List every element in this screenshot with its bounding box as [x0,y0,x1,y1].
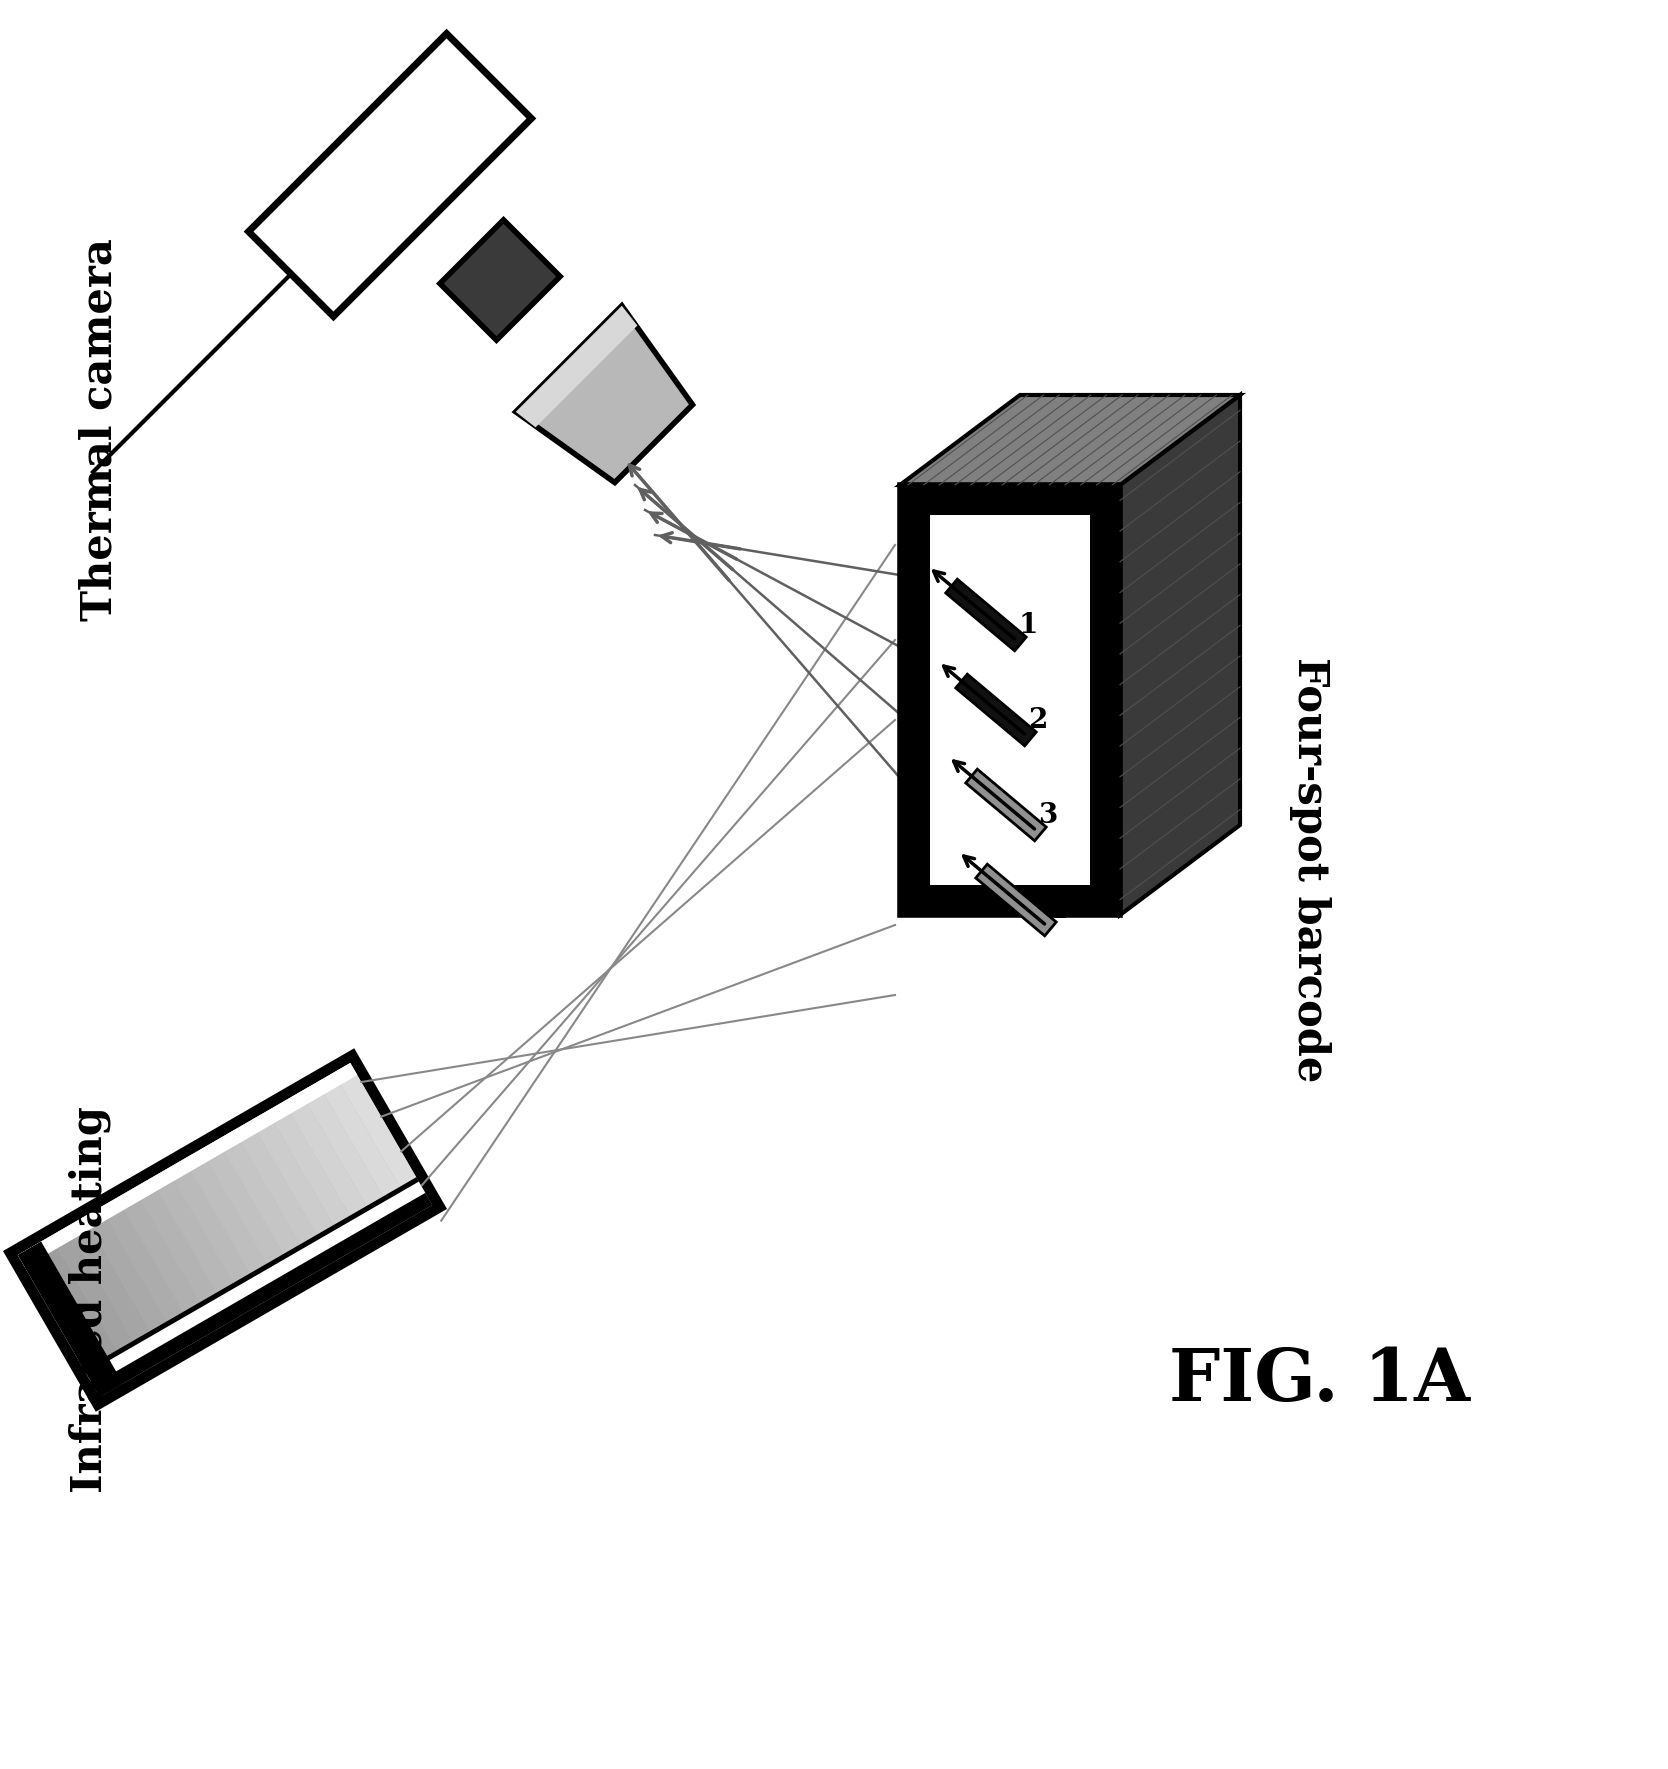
Polygon shape [68,1217,150,1341]
Polygon shape [18,1063,432,1398]
Polygon shape [18,1063,357,1267]
Polygon shape [267,1102,350,1226]
Polygon shape [956,674,1036,747]
Polygon shape [167,1159,250,1283]
Polygon shape [100,1198,183,1321]
Polygon shape [515,306,637,428]
Polygon shape [901,394,1239,485]
Polygon shape [966,770,1046,840]
Polygon shape [52,1226,133,1350]
Text: 3: 3 [1039,801,1058,828]
Text: Infrared heating: Infrared heating [68,1107,112,1493]
Polygon shape [317,1072,400,1196]
Polygon shape [35,1237,117,1360]
Text: 1: 1 [1017,612,1037,639]
Polygon shape [133,1178,217,1302]
Polygon shape [931,515,1089,884]
Text: Thermal camera: Thermal camera [78,239,122,621]
Text: 4: 4 [1049,897,1068,923]
Polygon shape [200,1139,284,1263]
Polygon shape [117,1187,200,1311]
Polygon shape [249,34,532,317]
Polygon shape [7,1053,444,1408]
Text: Four-spot barcode: Four-spot barcode [1289,658,1331,1083]
Polygon shape [300,1083,384,1206]
Text: 2: 2 [1027,706,1048,734]
Polygon shape [150,1169,234,1293]
Polygon shape [250,1111,334,1235]
Polygon shape [440,219,560,340]
Polygon shape [901,485,1119,915]
Text: FIG. 1A: FIG. 1A [1169,1344,1471,1415]
Polygon shape [234,1120,317,1245]
Polygon shape [515,306,692,483]
Polygon shape [83,1206,167,1330]
Polygon shape [334,1063,417,1187]
Polygon shape [1119,394,1239,915]
Polygon shape [18,1242,123,1398]
Polygon shape [976,865,1056,936]
Polygon shape [284,1091,367,1215]
Polygon shape [83,1178,432,1398]
Polygon shape [183,1150,267,1274]
Polygon shape [946,578,1026,651]
Polygon shape [18,1245,100,1369]
Polygon shape [217,1130,300,1254]
Polygon shape [87,1182,425,1385]
